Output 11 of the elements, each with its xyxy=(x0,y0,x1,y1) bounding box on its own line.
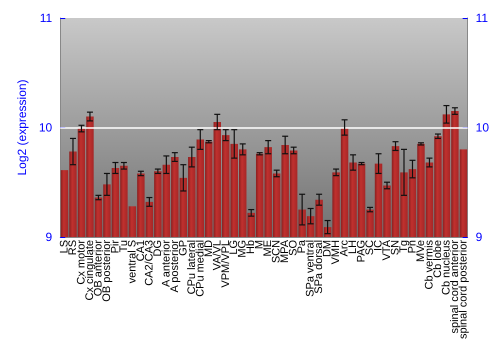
x-tick-label: spinal cord posterior xyxy=(457,240,470,340)
y-axis-title: Log2 (expression) xyxy=(15,79,29,176)
x-tick-label: Tg xyxy=(398,240,410,253)
y-tick-label: 10 xyxy=(38,120,53,134)
y2-tick-label: 10 xyxy=(476,120,490,134)
y-tick-label: 11 xyxy=(40,11,53,25)
x-tick-label: OB posterior xyxy=(100,240,113,302)
x-tick-label: A posterior xyxy=(168,240,181,293)
y2-tick-label: 9 xyxy=(476,230,483,244)
y-tick-label: 9 xyxy=(46,230,53,244)
y2-tick-label: 11 xyxy=(476,11,488,25)
